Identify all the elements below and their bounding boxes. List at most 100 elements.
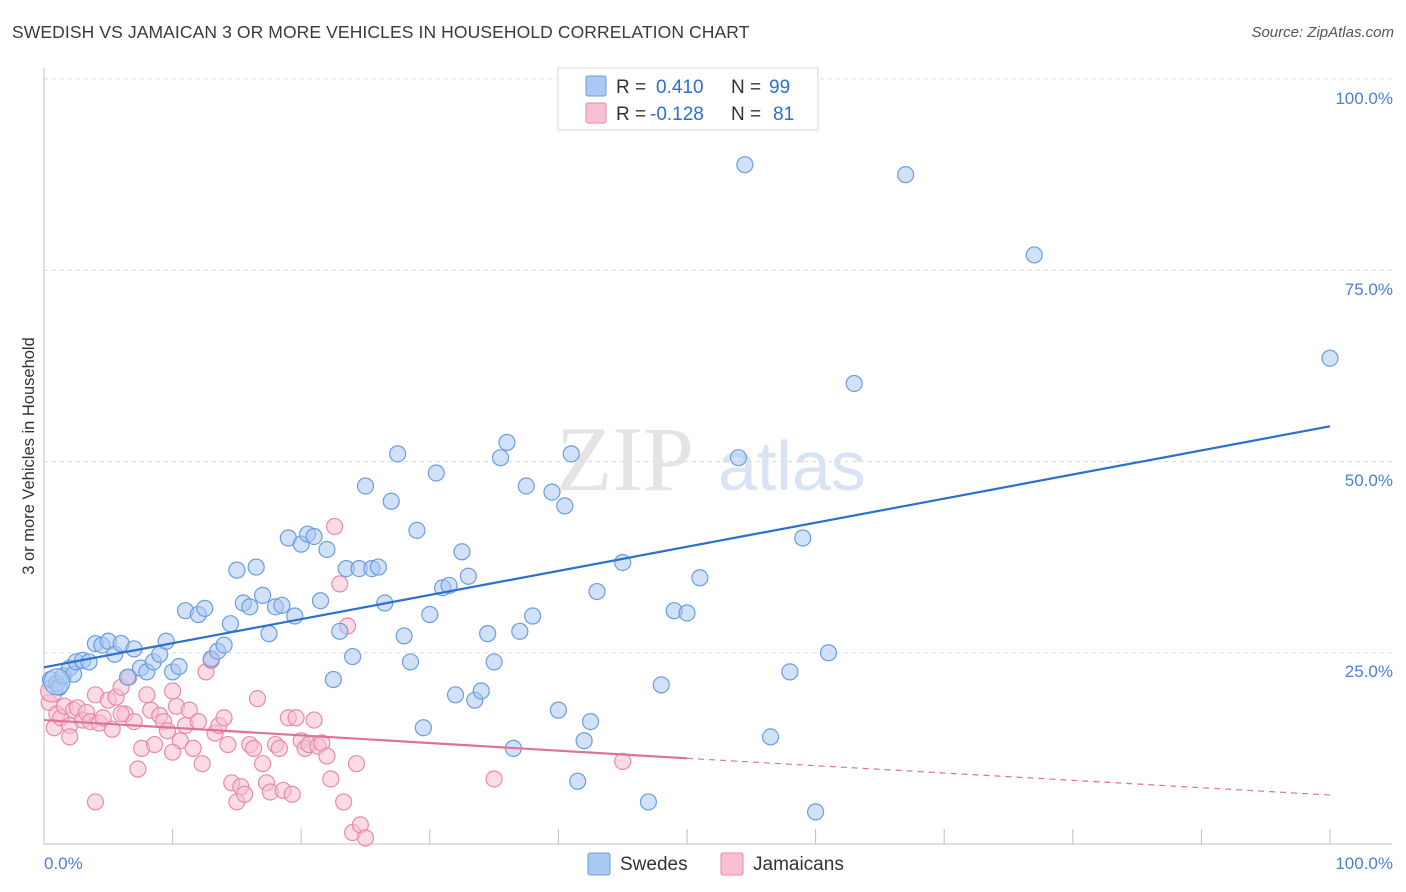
point-jamaicans-74 [356,829,375,847]
point-jamaicans-58 [287,709,305,727]
legend-swatch-jamaicans [720,852,744,876]
trend-line-jamaicans [43,718,688,760]
cluster-marker-swedes [43,668,71,696]
point-swedes-50 [356,477,375,495]
point-swedes-74 [511,622,529,640]
point-jamaicans-80 [86,793,105,811]
x-ticks [43,829,1331,844]
stats-n-value-jamaicans: 81 [773,104,794,125]
point-jamaicans-67 [326,517,344,536]
gridlines [44,78,1392,654]
y-tick-label-75: 75.0% [1345,280,1393,299]
point-swedes-93 [761,728,780,746]
point-swedes-71 [491,449,510,467]
point-swedes-96 [806,803,825,821]
point-jamaicans-46 [236,785,254,803]
point-swedes-65 [453,543,471,561]
stats-n-label-jamaicans: N = [731,104,761,125]
point-jamaicans-42 [219,735,237,754]
point-swedes-69 [479,625,497,643]
point-swedes-100 [1025,246,1043,264]
point-swedes-98 [845,374,863,393]
x-tick-label-min: 0.0% [44,854,83,873]
point-swedes-101 [1321,349,1339,367]
point-swedes-45 [324,670,342,689]
point-swedes-60 [421,605,439,624]
point-jamaicans-76 [614,752,632,770]
point-swedes-42 [305,527,323,546]
stats-r-value-swedes: 0.410 [656,77,704,98]
legend-label-swedes: Swedes [620,854,688,875]
point-swedes-89 [678,604,696,622]
point-swedes-34 [254,586,272,604]
point-swedes-37 [273,596,291,614]
point-swedes-97 [819,644,838,662]
point-jamaicans-77 [61,728,79,746]
watermark-zip: ZIP [556,408,694,510]
point-jamaicans-57 [283,785,301,803]
x-tick-label-max: 100.0% [1335,854,1393,873]
point-jamaicans-25 [145,735,164,754]
point-swedes-59 [414,719,432,737]
trend-line-extension-jamaicans [686,757,1331,796]
watermark-atlas: atlas [718,427,866,505]
point-jamaicans-75 [485,770,503,788]
point-swedes-55 [389,445,407,463]
point-swedes-29 [221,615,240,633]
point-jamaicans-13 [94,709,112,727]
legend-label-jamaicans: Jamaicans [753,854,844,875]
stats-box: R = 0.410 N = 99 R = -0.128 N = 81 [557,67,819,131]
point-swedes-63 [440,576,458,595]
point-swedes-54 [382,492,400,510]
point-swedes-99 [897,166,915,184]
point-swedes-52 [369,558,387,576]
point-swedes-95 [794,529,812,547]
point-swedes-79 [556,497,574,515]
point-jamaicans-66 [322,770,340,788]
axes [43,68,1392,845]
trend-line-swedes [43,425,1331,669]
point-swedes-64 [446,686,465,704]
stats-swatch-swedes [585,75,607,97]
point-jamaicans-41 [215,709,233,727]
point-swedes-8 [80,653,98,671]
point-jamaicans-62 [305,711,323,729]
point-jamaicans-65 [318,747,336,765]
point-jamaicans-36 [193,755,211,773]
point-jamaicans-35 [189,712,207,731]
point-swedes-80 [562,445,580,463]
stats-r-label-swedes: R = [616,77,646,98]
point-swedes-68 [472,682,490,700]
point-swedes-35 [260,625,278,643]
point-jamaicans-68 [331,575,349,593]
point-swedes-46 [331,622,349,640]
point-swedes-30 [228,561,246,579]
stats-n-label-swedes: N = [731,77,761,98]
legend-swatch-swedes [587,852,611,876]
point-swedes-58 [408,521,426,539]
point-jamaicans-49 [248,690,267,708]
y-axis-label: 3 or more Vehicles in Household [20,337,38,575]
stats-r-value-jamaicans: -0.128 [650,104,704,125]
point-swedes-70 [485,653,503,671]
point-swedes-33 [247,558,265,576]
point-swedes-56 [395,627,413,645]
stats-swatch-jamaicans [585,102,607,124]
point-swedes-90 [691,569,709,587]
point-swedes-81 [569,772,587,790]
point-swedes-43 [311,592,330,610]
point-jamaicans-79 [112,705,130,723]
point-jamaicans-48 [245,739,263,757]
point-swedes-75 [517,477,535,495]
point-jamaicans-54 [270,739,288,757]
source-label: Source: ZipAtlas.com [1251,24,1394,41]
point-jamaicans-72 [347,755,366,773]
point-swedes-57 [401,653,420,671]
point-jamaicans-78 [164,743,182,761]
point-swedes-78 [549,701,568,719]
chart-title: SWEDISH VS JAMAICAN 3 OR MORE VEHICLES I… [12,22,750,42]
point-jamaicans-29 [164,682,182,700]
y-tick-label-50: 50.0% [1345,471,1393,490]
point-swedes-77 [543,483,561,501]
